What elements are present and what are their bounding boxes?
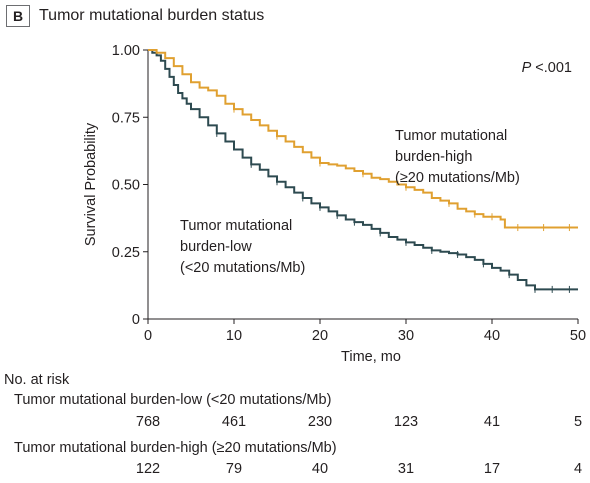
x-tick-label: 0 xyxy=(144,328,152,344)
risk-row-label-high: Tumor mutational burden-high (≥20 mutati… xyxy=(14,440,337,456)
series-label-low-line: (<20 mutations/Mb) xyxy=(180,260,305,276)
risk-count: 768 xyxy=(135,414,161,430)
panel-letter: B xyxy=(6,5,30,27)
y-tick-label: 0 xyxy=(132,312,140,328)
risk-count: 122 xyxy=(135,461,161,477)
p-value-label: P <.001 xyxy=(522,60,572,76)
risk-count: 461 xyxy=(221,414,247,430)
risk-count: 17 xyxy=(483,461,501,477)
y-tick-label: 0.25 xyxy=(112,245,140,261)
panel-header: B Tumor mutational burden status xyxy=(6,4,264,28)
x-tick-label: 10 xyxy=(226,328,242,344)
p-value-symbol: P xyxy=(522,60,532,76)
x-tick-label: 50 xyxy=(570,328,586,344)
x-tick-label: 40 xyxy=(484,328,500,344)
x-tick-label: 30 xyxy=(398,328,414,344)
y-tick-label: 1.00 xyxy=(112,43,140,59)
annotations: P <.001 Tumor mutational burden-low (<20 mu… xyxy=(180,60,572,276)
chart-title: Tumor mutational burden status xyxy=(39,7,265,24)
risk-row-label-low: Tumor mutational burden-low (<20 mutatio… xyxy=(14,392,332,408)
x-tick-label: 20 xyxy=(312,328,328,344)
series-label-low-line: burden-low xyxy=(180,239,252,255)
y-tick-label: 0.75 xyxy=(112,110,140,126)
series-label-low-line: Tumor mutational xyxy=(180,218,292,234)
risk-count: 31 xyxy=(397,461,415,477)
y-axis-label: Survival Probability xyxy=(83,122,99,246)
risk-count: 4 xyxy=(573,461,583,477)
risk-count: 123 xyxy=(393,414,419,430)
survival-curves xyxy=(148,49,578,293)
x-axis-label: Time, mo xyxy=(341,349,401,365)
km-plot: 0 10 20 30 40 50 0 0.25 0.50 0.75 1.00 Time, mo Surv… xyxy=(83,43,586,365)
series-label-high-line: burden-high xyxy=(395,149,472,165)
survival-curve-low xyxy=(148,49,578,291)
risk-count: 41 xyxy=(483,414,501,430)
risk-count: 79 xyxy=(225,461,243,477)
risk-table-heading: No. at risk xyxy=(4,372,70,388)
risk-count: 230 xyxy=(307,414,333,430)
p-value-text: <.001 xyxy=(531,60,572,76)
risk-count: 5 xyxy=(573,414,583,430)
survival-curve-high xyxy=(148,49,578,229)
series-label-high-line: Tumor mutational xyxy=(395,128,507,144)
risk-count: 40 xyxy=(311,461,329,477)
axes: 0 10 20 30 40 50 0 0.25 0.50 0.75 1.00 Time, mo Surv… xyxy=(83,43,586,365)
y-tick-label: 0.50 xyxy=(112,178,140,194)
series-label-high-line: (≥20 mutations/Mb) xyxy=(395,170,520,186)
